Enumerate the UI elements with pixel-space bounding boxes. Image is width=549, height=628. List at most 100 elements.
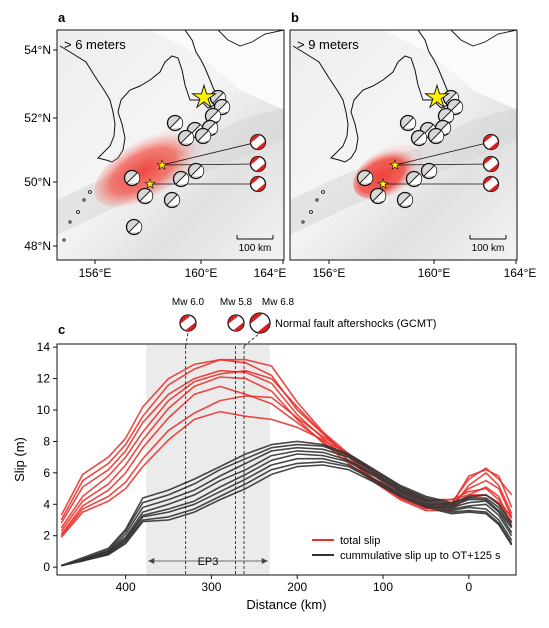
- aftershock-magnitude-label: Mw 6.0: [172, 297, 205, 308]
- beachball-quadrant: [257, 322, 270, 333]
- small-star-icon: [389, 159, 401, 170]
- normal-fault-beachball-icon: [482, 133, 500, 151]
- total-slip-line: [60, 410, 513, 538]
- beachball-icon: [396, 191, 414, 209]
- panel-letter: c: [58, 322, 65, 337]
- lon-tick-label: 164°E: [254, 266, 287, 280]
- map-panel-a: 100 km a > 6 meters: [56, 10, 285, 261]
- legend-label: total slip: [340, 535, 380, 547]
- cumulative-slip-line: [61, 450, 513, 567]
- plot-frame: [56, 343, 517, 576]
- cumulative-slip-line: [61, 443, 513, 567]
- beachball-icon: [177, 129, 195, 147]
- mainshock-star-icon: [423, 83, 451, 109]
- slip-patch: [353, 145, 423, 199]
- legend-label: cummulative slip up to OT+125 s: [340, 550, 501, 562]
- y-tick-label: 12: [37, 372, 51, 386]
- small-star-icon: [377, 178, 389, 189]
- total-slip-line: [60, 358, 513, 521]
- beachball-icon: [123, 169, 141, 187]
- beachball-quadrant: [250, 313, 263, 324]
- beachball-quadrant: [185, 322, 196, 332]
- map-panel-b: 100 km b > 9 meters: [289, 10, 518, 261]
- ep3-band: [146, 345, 270, 575]
- ep3-arrowhead: [261, 558, 268, 564]
- lat-tick-label: 54°N: [24, 43, 51, 57]
- total-slip-line: [60, 358, 513, 516]
- beachball-icon: [410, 129, 428, 147]
- y-axis-label: Slip (m): [12, 437, 27, 482]
- lon-tick-label: 160°E: [185, 266, 218, 280]
- panel-letter: a: [58, 10, 66, 25]
- y-tick-label: 10: [37, 403, 51, 417]
- lat-tick-label: 52°N: [24, 111, 51, 125]
- lon-tick-label: 164°E: [504, 266, 537, 280]
- ep3-arrowhead: [148, 558, 155, 564]
- slip-chart: Mw 6.0 Mw 5.8 Mw 6.8 Normal fault aftershoc…: [12, 297, 517, 612]
- y-tick-label: 4: [43, 497, 50, 511]
- aftershock-marker-line: [243, 332, 261, 347]
- cumulative-slip-line: [61, 453, 513, 567]
- x-tick-label: 300: [201, 580, 221, 594]
- beachball-icon: [166, 114, 184, 132]
- y-tick-label: 2: [43, 529, 50, 543]
- total-slip-line: [60, 395, 513, 537]
- ep3-label: EP3: [198, 556, 219, 568]
- y-tick-label: 0: [43, 560, 50, 574]
- scale-bar-label: 100 km: [472, 243, 505, 254]
- beachball-icon: [420, 162, 438, 180]
- map-axes: 54°N 52°N 50°N 48°N 156°E 160°E 164°E 15…: [24, 43, 536, 280]
- beachball-icon: [399, 114, 417, 132]
- panel-threshold-label: > 9 meters: [297, 37, 359, 52]
- panel-threshold-label: > 6 meters: [64, 37, 126, 52]
- x-axis-label: Distance (km): [246, 597, 326, 612]
- normal-fault-beachball-icon: [249, 175, 267, 193]
- y-tick-label: 8: [43, 434, 50, 448]
- lat-tick-label: 50°N: [24, 175, 51, 189]
- lon-tick-label: 160°E: [418, 266, 451, 280]
- y-tick-label: 14: [37, 340, 51, 354]
- beachball-quadrant: [228, 314, 239, 324]
- x-tick-label: 0: [465, 580, 472, 594]
- lon-tick-label: 156°E: [313, 266, 346, 280]
- cumulative-slip-line: [61, 457, 513, 567]
- beachball-icon: [356, 169, 374, 187]
- beachball-quadrant: [180, 314, 191, 324]
- beachball-icon: [172, 170, 190, 188]
- aftershock-caption: Normal fault aftershocks (GCMT): [275, 318, 436, 330]
- x-tick-label: 400: [116, 580, 136, 594]
- small-star-icon: [144, 178, 156, 189]
- cumulative-slip-line: [61, 461, 513, 567]
- normal-fault-beachball-icon: [249, 155, 267, 173]
- lat-tick-label: 48°N: [24, 239, 51, 253]
- beachball-icon: [136, 187, 154, 205]
- x-tick-label: 100: [373, 580, 393, 594]
- normal-fault-beachball-icon: [249, 133, 267, 151]
- normal-fault-beachball-icon: [482, 155, 500, 173]
- beachball-icon: [427, 127, 445, 145]
- beachball-icon: [405, 170, 423, 188]
- slip-patch: [94, 129, 202, 207]
- normal-fault-beachball-icon: [249, 312, 271, 334]
- cumulative-slip-line: [61, 446, 513, 567]
- x-tick-label: 200: [287, 580, 307, 594]
- cumulative-slip-line: [61, 464, 513, 567]
- beachball-icon: [125, 218, 143, 236]
- beachball-icon: [187, 162, 205, 180]
- panel-letter: b: [291, 10, 299, 25]
- scale-bar-label: 100 km: [239, 243, 272, 254]
- beachball-quadrant: [233, 322, 244, 332]
- aftershock-magnitude-label: Mw 6.8: [262, 297, 295, 308]
- mainshock-star-icon: [190, 83, 218, 109]
- beachball-icon: [163, 191, 181, 209]
- total-slip-line: [60, 369, 513, 524]
- normal-fault-beachball-icon: [482, 175, 500, 193]
- cumulative-slip-line: [61, 440, 513, 567]
- aftershock-magnitude-label: Mw 5.8: [220, 297, 253, 308]
- beachball-icon: [194, 127, 212, 145]
- y-tick-label: 6: [43, 466, 50, 480]
- lon-tick-label: 156°E: [79, 266, 112, 280]
- beachball-icon: [369, 187, 387, 205]
- small-star-icon: [156, 159, 168, 170]
